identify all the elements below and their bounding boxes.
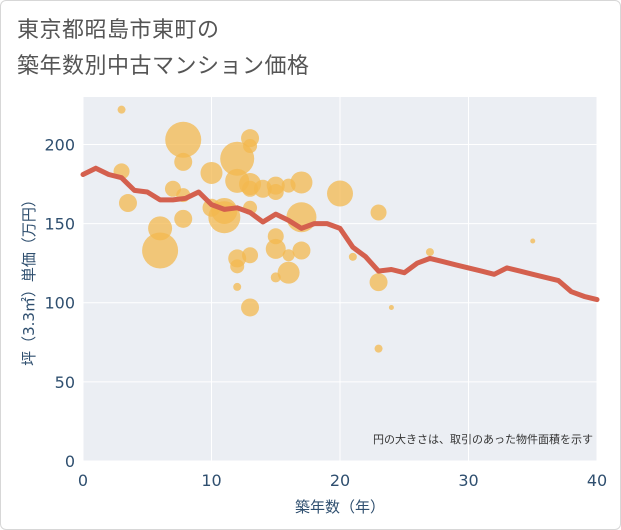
bubble-point	[327, 180, 353, 207]
trend-line	[80, 165, 600, 303]
bubble-point	[282, 249, 295, 262]
bubble-point	[370, 204, 387, 221]
bubble-point	[425, 248, 434, 257]
y-tick-label: 0	[65, 452, 75, 471]
bubble-point	[230, 259, 245, 274]
bubble-point	[267, 183, 284, 200]
chart-title-line1: 東京都昭島市東町の	[17, 18, 220, 43]
y-tick-label: 200	[44, 135, 75, 154]
bubble-point	[265, 238, 286, 259]
x-tick-label: 10	[201, 471, 221, 490]
bubble-point	[292, 241, 311, 260]
axes: 0 10 20 30 40 0 50 100 150 200	[44, 135, 607, 490]
bubble-point	[290, 171, 313, 194]
chart-title-line2: 築年数別中古マンション価格	[17, 54, 310, 79]
x-tick-label: 0	[78, 471, 88, 490]
bubble-point	[242, 247, 259, 264]
bubble-point	[118, 194, 137, 213]
bubble-point	[369, 273, 388, 292]
bubble-point	[174, 152, 193, 171]
y-tick-label: 50	[55, 373, 75, 392]
x-tick-label: 20	[330, 471, 350, 490]
bubble-point	[165, 121, 202, 158]
bubble-series	[113, 105, 536, 353]
bubble-point	[243, 139, 258, 154]
chart-title: 東京都昭島市東町の 築年数別中古マンション価格	[17, 13, 310, 85]
bubble-point	[530, 238, 536, 244]
bubble-point	[374, 344, 383, 353]
bubble-point	[200, 161, 223, 184]
bubble-point	[174, 209, 193, 228]
size-note: 円の大きさは、取引のあった物件面積を示す	[373, 432, 593, 446]
bubble-point	[233, 282, 242, 291]
y-axis-label: 坪（3.3㎡）単価（万円）	[20, 192, 38, 366]
bubble-point	[241, 298, 260, 317]
bubble-point	[242, 180, 259, 197]
bubble-point	[117, 105, 126, 114]
x-tick-label: 30	[458, 471, 478, 490]
bubble-point	[388, 304, 394, 310]
bubble-point	[142, 232, 179, 269]
x-axis-label: 築年数（年）	[295, 498, 385, 516]
y-tick-label: 150	[44, 215, 75, 234]
bubble-point	[348, 252, 357, 261]
x-tick-label: 40	[587, 471, 607, 490]
bubble-point	[277, 261, 300, 284]
y-tick-label: 100	[44, 294, 75, 313]
